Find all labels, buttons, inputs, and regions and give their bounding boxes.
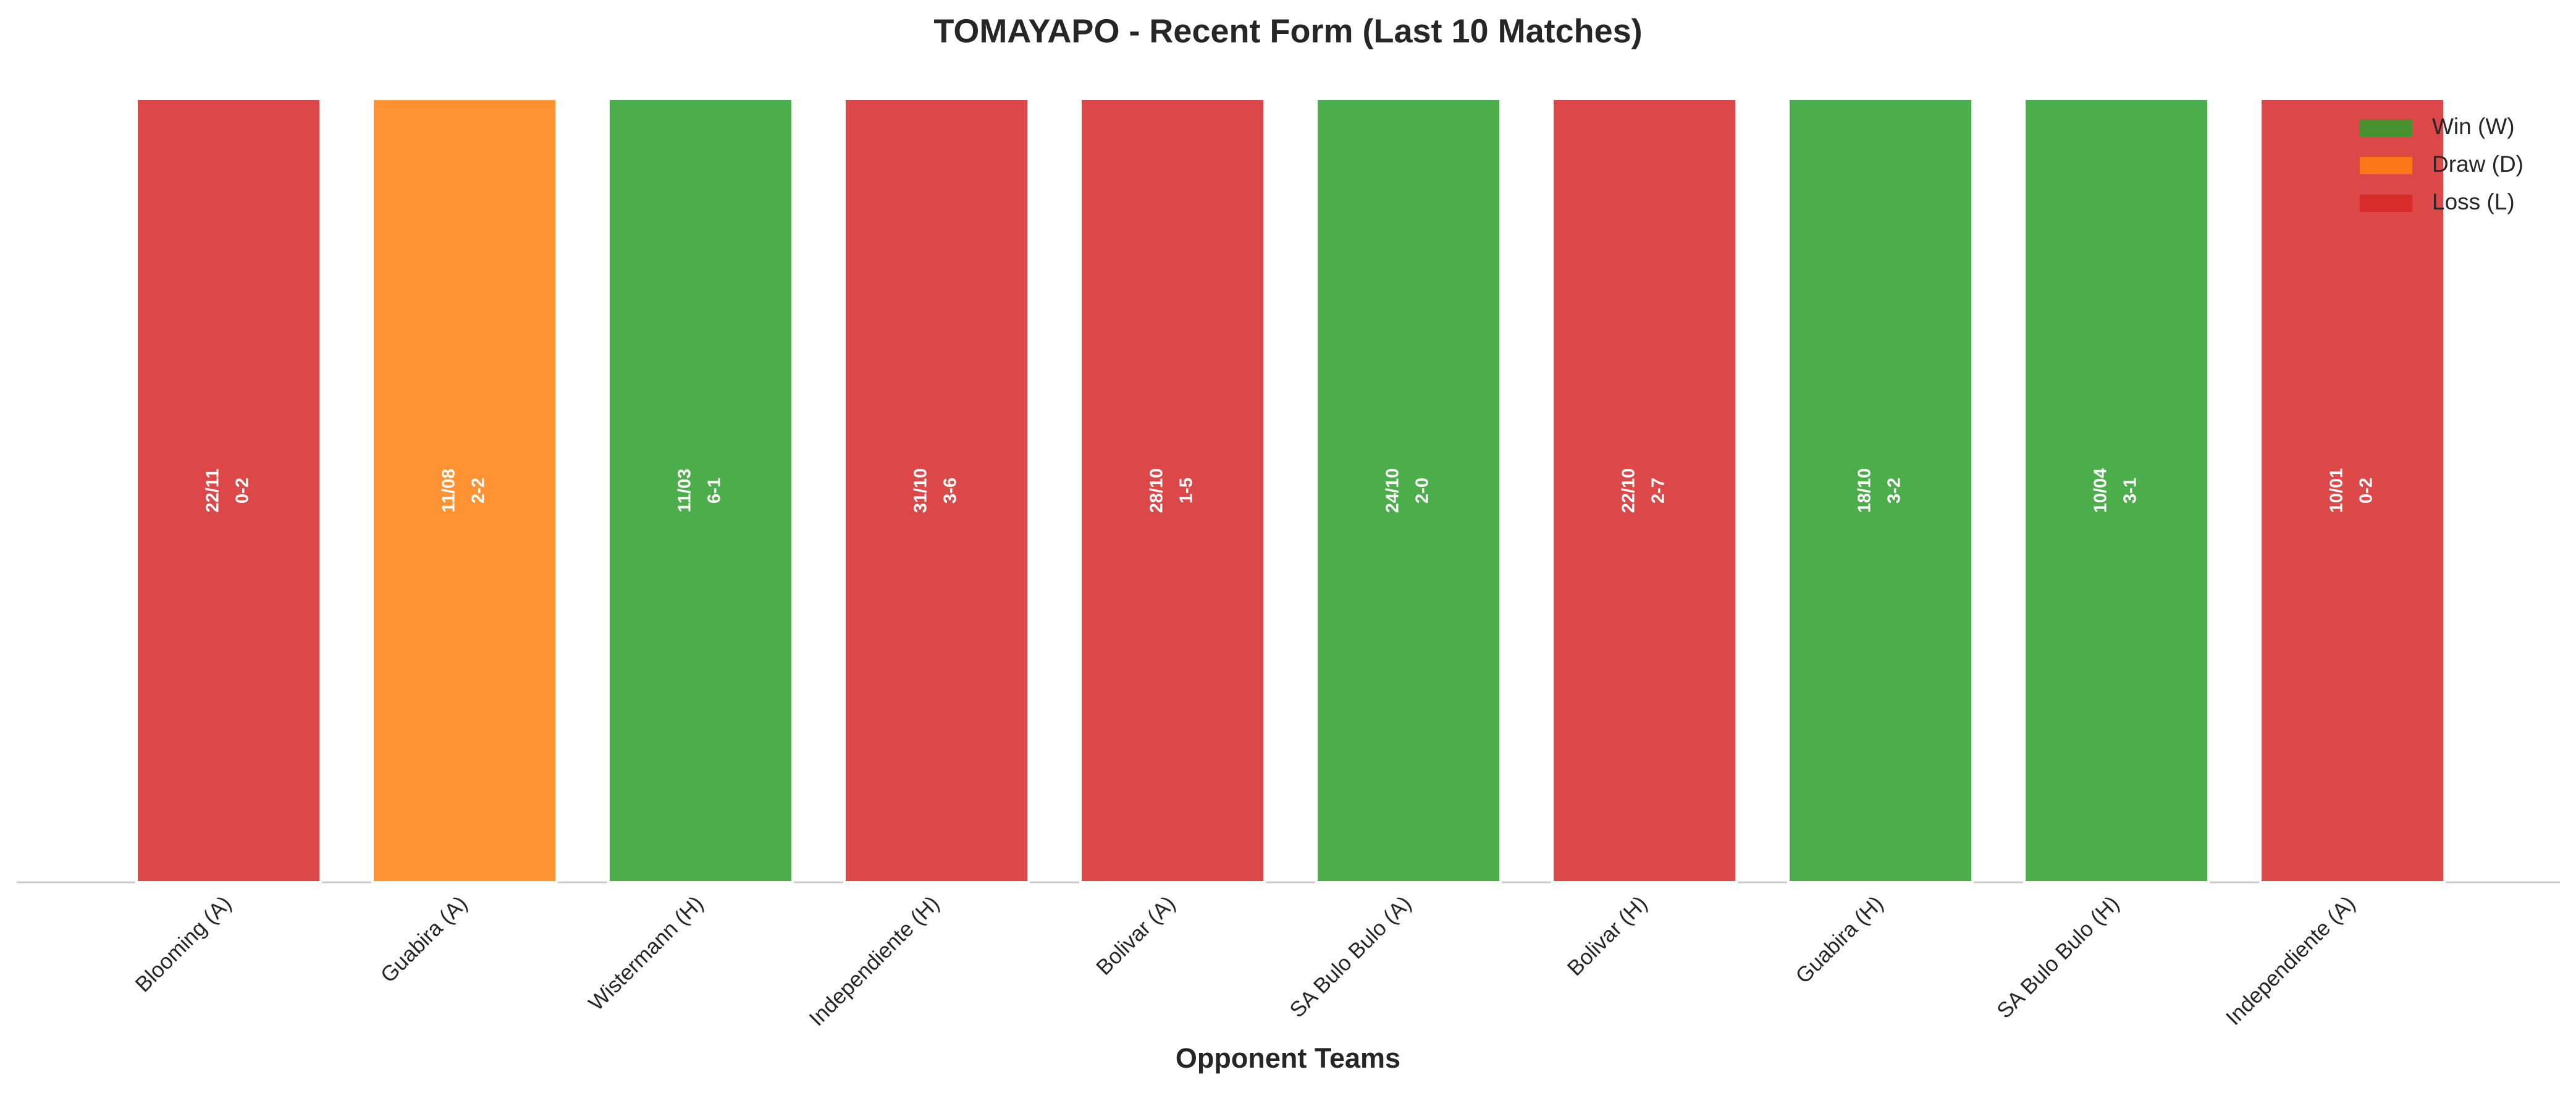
x-tick-label: Bolivar (H) [1563,892,1652,981]
bar-label: 0-2 [233,478,253,504]
bar [843,98,1030,884]
bar-label: 28/10 [1147,468,1167,513]
bar-label: 31/10 [911,468,931,513]
bar-label: 1-5 [1177,478,1197,504]
bar-label: 0-2 [2357,478,2376,504]
x-tick-label: Independiente (H) [804,892,944,1031]
bar-label: 11/08 [439,469,459,513]
bar [1551,98,1738,884]
bar-label: 10/04 [2091,468,2111,513]
bar [2259,98,2446,884]
legend-swatch [2360,157,2412,174]
bar-label: 11/03 [675,469,695,513]
bar-label: 10/01 [2327,468,2347,513]
bar-label: 3-6 [941,478,961,504]
bar [135,98,322,884]
bar [1079,98,1266,884]
chart-title: TOMAYAPO - Recent Form (Last 10 Matches) [933,12,1642,49]
legend-swatch [2360,119,2412,137]
x-tick-label: Guabira (H) [1791,892,1888,989]
bar [2023,98,2210,884]
bar-label: 22/11 [203,469,223,513]
x-tick-label: Independiente (A) [2221,892,2360,1030]
legend-swatch [2360,195,2412,212]
x-tick-label: Blooming (A) [131,892,237,997]
bar-label: 2-2 [469,478,489,504]
x-tick-label: SA Bulo Bulo (A) [1285,892,1416,1023]
bar [371,98,558,884]
legend-label: Loss (L) [2432,189,2515,214]
x-tick-label: SA Bulo Bulo (H) [1992,892,2124,1023]
x-axis-title: Opponent Teams [1176,1042,1400,1074]
bar-label: 24/10 [1383,468,1403,513]
x-tick-label: Bolivar (A) [1092,892,1180,980]
bar-label: 22/10 [1619,468,1639,513]
bar-label: 2-7 [1649,478,1669,504]
x-tick-label: Wistermann (H) [584,892,708,1016]
bar [1315,98,1502,884]
x-tick-label: Guabira (A) [376,892,472,987]
bar-label: 2-0 [1413,478,1433,504]
bar-label: 6-1 [705,478,725,504]
bar-label: 18/10 [1855,468,1875,513]
bar [607,98,794,884]
bar-label: 3-2 [1885,478,1905,504]
bar [1787,98,1974,884]
legend-label: Win (W) [2432,114,2515,139]
legend-label: Draw (D) [2432,151,2523,177]
bar-label: 3-1 [2121,478,2140,504]
